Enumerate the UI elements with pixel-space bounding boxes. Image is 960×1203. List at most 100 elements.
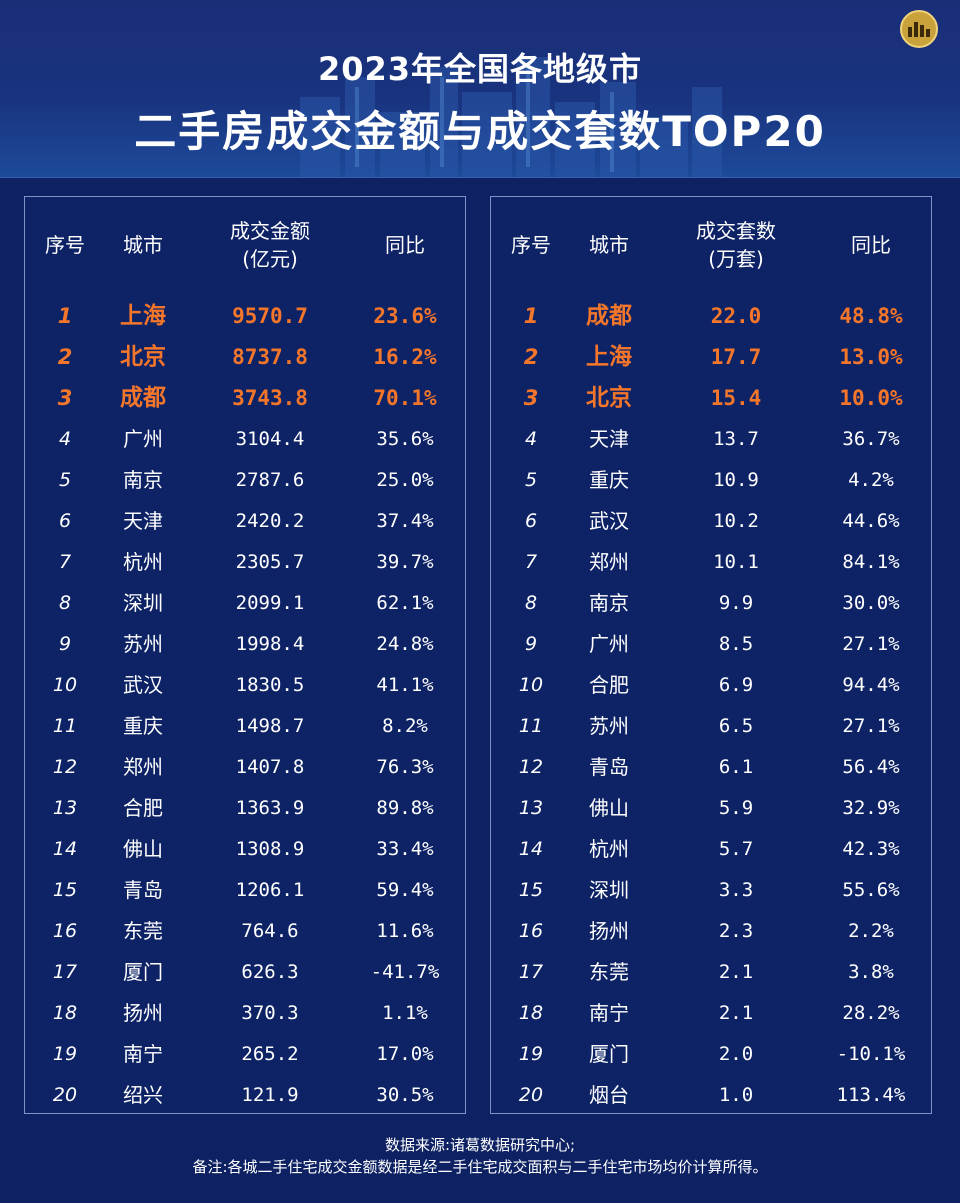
cell-yoy: 1.1% <box>382 1002 428 1024</box>
cell-value: 626.3 <box>241 961 299 983</box>
table-row: 7 郑州 10.1 84.1% <box>491 542 931 583</box>
cell-idx: 13 <box>518 797 544 819</box>
table-row: 20 烟台 1.0 113.4% <box>491 1075 931 1116</box>
cell-idx: 14 <box>52 838 78 860</box>
cell-value: 265.2 <box>241 1043 299 1065</box>
table-row: 4 天津 13.7 36.7% <box>491 419 931 460</box>
cell-value: 2.3 <box>718 920 754 942</box>
cell-yoy: 35.6% <box>376 428 434 450</box>
cell-yoy: 36.7% <box>842 428 900 450</box>
cell-yoy: 30.5% <box>376 1084 434 1106</box>
cell-yoy: -10.1% <box>836 1043 906 1065</box>
table-row: 6 武汉 10.2 44.6% <box>491 501 931 542</box>
table-row: 17 东莞 2.1 3.8% <box>491 952 931 993</box>
cell-yoy: 11.6% <box>376 920 434 942</box>
cell-value: 8.5 <box>718 633 754 655</box>
cell-yoy: -41.7% <box>370 961 440 983</box>
cell-value: 9.9 <box>718 592 754 614</box>
page-title-line1: 2023年全国各地级市 <box>317 50 643 88</box>
city-skyline-graphic <box>300 57 722 177</box>
cell-idx: 18 <box>518 1002 544 1024</box>
cell-value: 17.7 <box>710 345 762 369</box>
cell-value: 10.1 <box>713 551 759 573</box>
table-row: 18 南宁 2.1 28.2% <box>491 993 931 1034</box>
cell-city: 青岛 <box>589 755 629 779</box>
cell-idx: 20 <box>52 1084 78 1106</box>
table-row: 20 绍兴 121.9 30.5% <box>25 1075 465 1116</box>
cell-value: 5.9 <box>718 797 754 819</box>
table-row: 10 合肥 6.9 94.4% <box>491 665 931 706</box>
table-row: 19 厦门 2.0 -10.1% <box>491 1034 931 1075</box>
cell-idx: 6 <box>524 510 538 532</box>
brand-logo-icon <box>900 10 938 48</box>
cell-idx: 9 <box>524 633 538 655</box>
cell-city: 深圳 <box>589 878 629 902</box>
cell-idx: 9 <box>58 633 72 655</box>
cell-idx: 1 <box>57 304 73 328</box>
cell-value: 5.7 <box>718 838 754 860</box>
cell-yoy: 59.4% <box>376 879 434 901</box>
header-index: 序号 <box>511 233 551 257</box>
cell-yoy: 44.6% <box>842 510 900 532</box>
cell-idx: 6 <box>58 510 72 532</box>
cell-city: 扬州 <box>123 1001 163 1025</box>
cell-yoy: 27.1% <box>842 633 900 655</box>
table-row: 17 厦门 626.3 -41.7% <box>25 952 465 993</box>
cell-value: 1.0 <box>718 1084 754 1106</box>
table-row: 6 天津 2420.2 37.4% <box>25 501 465 542</box>
table-row: 9 苏州 1998.4 24.8% <box>25 624 465 665</box>
cell-value: 13.7 <box>713 428 759 450</box>
cell-city: 北京 <box>586 385 632 411</box>
cell-city: 南宁 <box>123 1042 163 1066</box>
cell-yoy: 39.7% <box>376 551 434 573</box>
cell-value: 15.4 <box>710 386 762 410</box>
cell-value: 2305.7 <box>235 551 305 573</box>
cell-city: 厦门 <box>123 960 163 984</box>
cell-city: 佛山 <box>589 796 629 820</box>
cell-value: 1308.9 <box>235 838 305 860</box>
cell-idx: 16 <box>52 920 78 942</box>
table-header: 序号 城市 成交套数 (万套) 同比 <box>491 215 931 285</box>
cell-city: 杭州 <box>589 837 629 861</box>
cell-yoy: 8.2% <box>382 715 428 737</box>
header-amount-unit: (亿元) <box>242 247 298 271</box>
cell-yoy: 84.1% <box>842 551 900 573</box>
cell-value: 121.9 <box>241 1084 299 1106</box>
header-city: 城市 <box>589 233 629 257</box>
table-row: 4 广州 3104.4 35.6% <box>25 419 465 460</box>
cell-city: 扬州 <box>589 919 629 943</box>
cell-idx: 17 <box>52 961 78 983</box>
cell-value: 1830.5 <box>235 674 305 696</box>
cell-yoy: 16.2% <box>373 345 437 369</box>
cell-city: 北京 <box>120 344 166 370</box>
table-row: 2 上海 17.7 13.0% <box>491 337 931 378</box>
cell-value: 2.1 <box>718 1002 754 1024</box>
cell-idx: 19 <box>52 1043 78 1065</box>
table-row: 15 深圳 3.3 55.6% <box>491 870 931 911</box>
table-row: 3 成都 3743.8 70.1% <box>25 378 465 419</box>
cell-yoy: 4.2% <box>848 469 894 491</box>
table-row: 9 广州 8.5 27.1% <box>491 624 931 665</box>
cell-city: 武汉 <box>589 509 629 533</box>
cell-city: 成都 <box>586 303 632 329</box>
cell-city: 南宁 <box>589 1001 629 1025</box>
cell-yoy: 10.0% <box>839 386 903 410</box>
cell-value: 3.3 <box>718 879 754 901</box>
cell-city: 郑州 <box>589 550 629 574</box>
cell-city: 重庆 <box>589 468 629 492</box>
table-row: 14 杭州 5.7 42.3% <box>491 829 931 870</box>
cell-value: 2099.1 <box>235 592 305 614</box>
header-amount-unit: (万套) <box>708 247 764 271</box>
cell-value: 1998.4 <box>235 633 305 655</box>
cell-yoy: 56.4% <box>842 756 900 778</box>
cell-city: 绍兴 <box>123 1083 163 1107</box>
table-row: 5 南京 2787.6 25.0% <box>25 460 465 501</box>
cell-city: 合肥 <box>589 673 629 697</box>
cell-city: 南京 <box>123 468 163 492</box>
cell-city: 青岛 <box>123 878 163 902</box>
table-row: 13 合肥 1363.9 89.8% <box>25 788 465 829</box>
cell-idx: 12 <box>518 756 544 778</box>
cell-city: 广州 <box>589 632 629 656</box>
cell-idx: 4 <box>58 428 72 450</box>
cell-yoy: 89.8% <box>376 797 434 819</box>
